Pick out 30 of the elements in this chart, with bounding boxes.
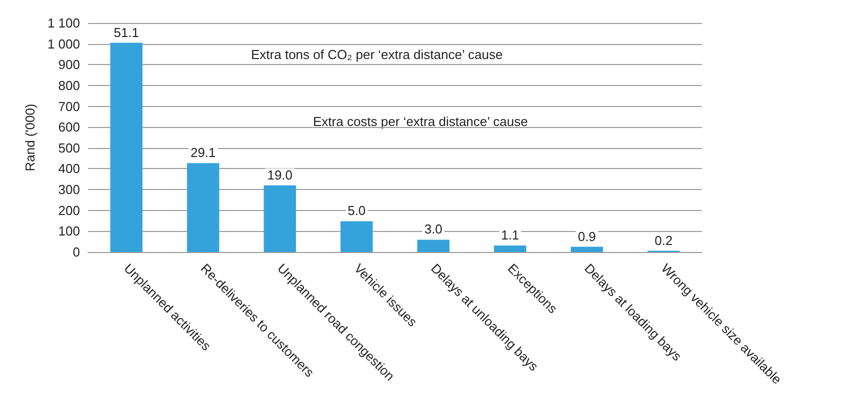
y-tick-label: 500 — [58, 140, 80, 156]
annotation: 0.2 — [654, 232, 673, 248]
annotation: 0.9 — [578, 228, 596, 244]
y-tick-label: 1 100 — [47, 16, 80, 30]
bar — [340, 221, 373, 252]
bar — [570, 246, 603, 252]
bar — [187, 163, 220, 252]
bar — [417, 240, 450, 252]
y-tick-label: 400 — [58, 161, 80, 176]
annotation: Extra tons of CO₂ per ‘extra distance’ cause — [251, 47, 503, 62]
annotation: 3.0 — [424, 222, 442, 237]
y-tick-label: 300 — [58, 182, 80, 198]
y-tick-label: 100 — [58, 224, 80, 239]
annotation: 5.0 — [348, 203, 366, 218]
y-tick-label: 700 — [58, 98, 80, 114]
y-axis-title: Rand ('000) — [22, 104, 38, 172]
y-tick-label: 0 — [72, 244, 80, 260]
bar — [494, 246, 526, 252]
bar — [110, 42, 142, 252]
annotation: 1.1 — [501, 228, 520, 243]
y-tick-label: 600 — [58, 120, 80, 135]
annotation: 51.1 — [114, 24, 140, 40]
y-tick-label: 800 — [58, 78, 80, 93]
annotation: 19.0 — [267, 167, 293, 182]
y-tick-label: 1 000 — [47, 36, 80, 52]
annotation: Extra costs per ‘extra distance’ cause — [313, 114, 528, 129]
y-tick-label: 200 — [58, 202, 80, 218]
annotation: 29.1 — [190, 145, 216, 160]
bar — [264, 185, 296, 252]
y-tick-label: 900 — [58, 57, 80, 72]
